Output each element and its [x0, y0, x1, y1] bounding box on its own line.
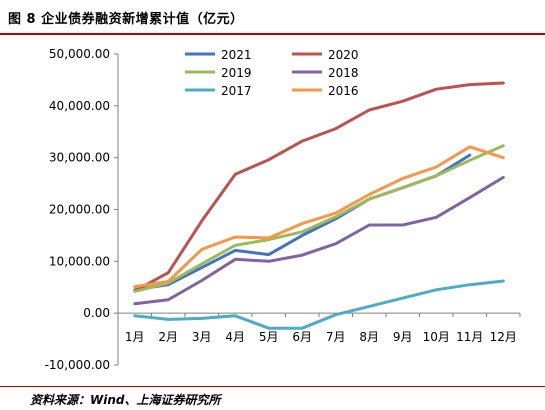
legend-label: 2016: [328, 84, 359, 98]
legend-label: 2020: [328, 48, 359, 62]
y-tick-label: 20,000.00: [49, 203, 110, 217]
y-tick-label: 40,000.00: [49, 99, 110, 113]
x-tick-label: 12月: [490, 330, 517, 344]
x-tick-label: 3月: [192, 330, 212, 344]
series-line-2020: [133, 81, 505, 293]
series-line-2016: [133, 145, 505, 289]
x-tick-label: 7月: [326, 330, 346, 344]
x-tick-label: 2月: [158, 330, 178, 344]
x-tick-label: 6月: [292, 330, 312, 344]
legend-item-2017: 2017: [185, 84, 252, 98]
legend-label: 2021: [221, 48, 252, 62]
line-chart: 50,000.00 40,000.00 30,000.00 20,000.00 10,0…: [45, 47, 521, 372]
legend-item-2020: 2020: [292, 48, 359, 62]
x-tick-label: 5月: [259, 330, 279, 344]
series-lines: [133, 81, 505, 330]
x-tick-label: 9月: [393, 330, 413, 344]
series-line-2019: [133, 144, 505, 293]
y-tick-label: -10,000.00: [45, 358, 110, 372]
x-tick-label: 4月: [225, 330, 245, 344]
y-tick-label: 30,000.00: [49, 151, 110, 165]
x-tick-label: 8月: [359, 330, 379, 344]
footer-divider: [0, 386, 545, 387]
y-tick-label: 50,000.00: [49, 47, 110, 61]
y-tick-label: 10,000.00: [49, 254, 110, 268]
legend-item-2021: 2021: [185, 48, 252, 62]
x-axis-ticks: 1月 2月 3月 4月 5月 6月 7月 8月 9月 10月 11月 12月: [117, 313, 521, 344]
title-divider: [0, 33, 545, 35]
legend-label: 2019: [221, 66, 252, 80]
legend-label: 2018: [328, 66, 359, 80]
figure-title: 图 8 企业债券融资新增累计值（亿元）: [8, 12, 244, 27]
legend-item-2018: 2018: [292, 66, 359, 80]
x-tick-label: 11月: [456, 330, 483, 344]
y-tick-label: 0.00: [83, 306, 110, 320]
x-tick-label: 10月: [423, 330, 450, 344]
source-note: 资料来源：Wind、上海证券研究所: [30, 393, 221, 407]
series-line-2017: [133, 279, 505, 330]
y-axis-ticks: 50,000.00 40,000.00 30,000.00 20,000.00 10,0…: [45, 47, 118, 372]
series-line-2018: [133, 175, 505, 306]
legend-item-2016: 2016: [292, 84, 359, 98]
legend-label: 2017: [221, 84, 252, 98]
chart-legend: 2021 2020 2019 2018 2017 2016: [185, 48, 359, 98]
legend-item-2019: 2019: [185, 66, 252, 80]
x-tick-label: 1月: [125, 330, 145, 344]
